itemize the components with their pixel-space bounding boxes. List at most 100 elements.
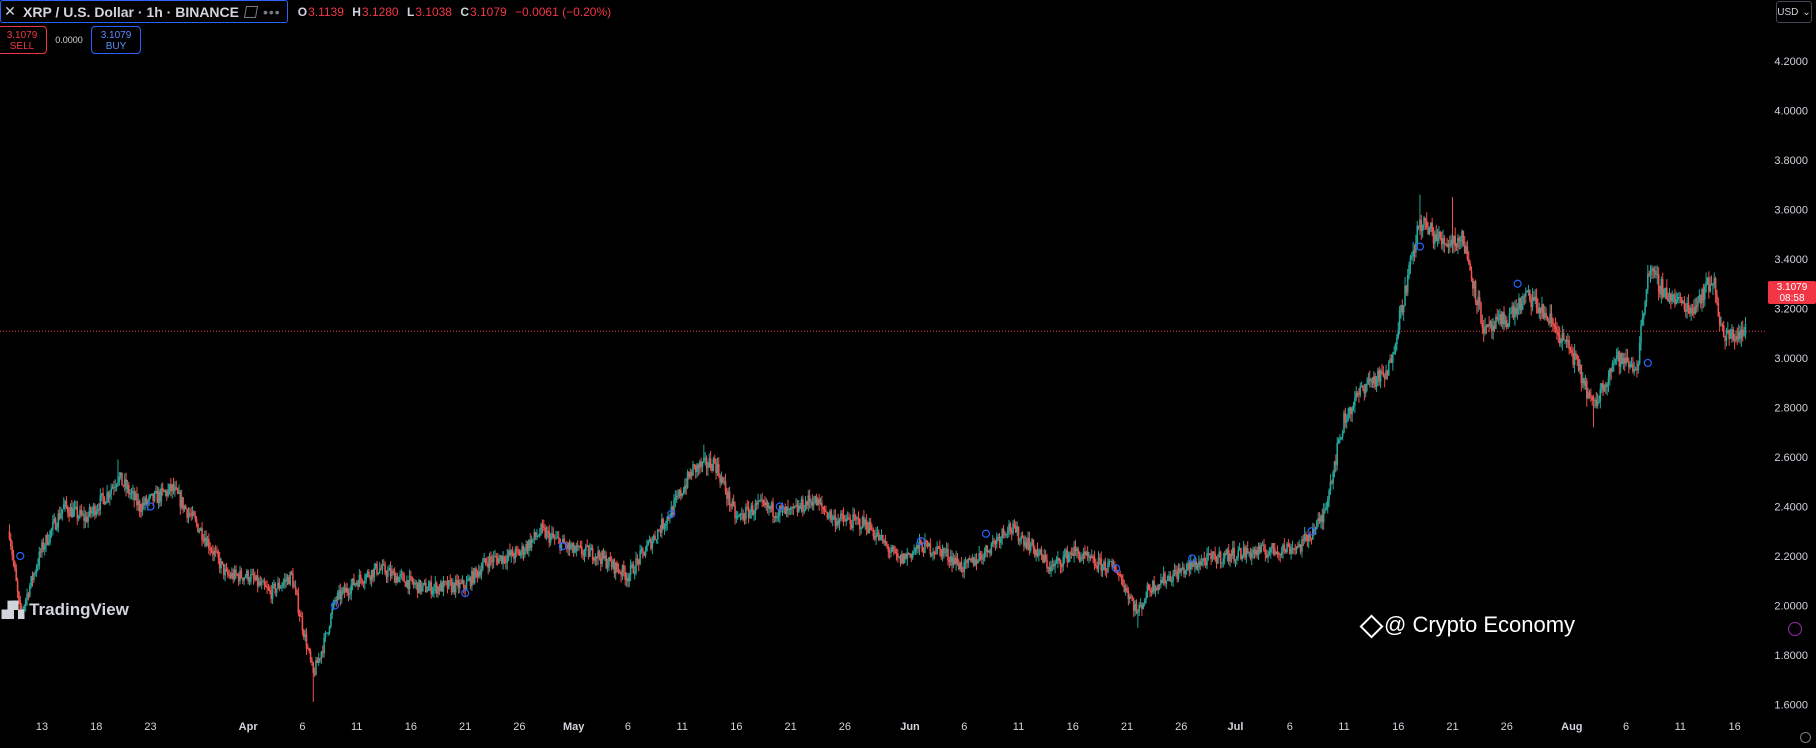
candle-body bbox=[109, 493, 111, 498]
candle-body bbox=[1476, 300, 1478, 306]
candle-body bbox=[940, 549, 942, 557]
tradingview-logo[interactable]: ▟▚ TradingView bbox=[2, 600, 129, 620]
candle-body bbox=[652, 535, 655, 542]
x-tick-label: 6 bbox=[961, 721, 967, 733]
more-options-icon[interactable]: ••• bbox=[263, 3, 281, 20]
candle-body bbox=[1063, 555, 1066, 557]
candle-body bbox=[998, 537, 1001, 543]
candle-body bbox=[890, 551, 892, 553]
candle-body bbox=[350, 585, 353, 594]
candle-body bbox=[490, 556, 492, 560]
candle-body bbox=[880, 535, 883, 537]
candle-body bbox=[1717, 302, 1720, 317]
candle-body bbox=[1461, 230, 1463, 241]
candle-body bbox=[1660, 279, 1663, 295]
candle-body bbox=[1322, 510, 1325, 523]
candle-body bbox=[304, 634, 306, 638]
candle-body bbox=[585, 545, 587, 551]
candle-body bbox=[1497, 319, 1500, 321]
candle-body bbox=[1387, 362, 1390, 376]
candle-body bbox=[1462, 230, 1465, 246]
candle-body bbox=[665, 523, 667, 526]
candle-body bbox=[856, 518, 858, 520]
candle-body bbox=[792, 506, 795, 508]
candle-body bbox=[604, 555, 606, 558]
candle-body bbox=[906, 553, 909, 559]
candle-body bbox=[745, 507, 747, 520]
candle-body bbox=[152, 493, 155, 501]
candle-body bbox=[163, 489, 165, 492]
candle-body bbox=[418, 580, 420, 594]
candle-body bbox=[1625, 357, 1627, 364]
candle-body bbox=[933, 551, 936, 553]
candle-body bbox=[102, 493, 104, 498]
candle-body bbox=[410, 575, 412, 577]
candle-body bbox=[1664, 287, 1667, 291]
candle-body bbox=[1061, 566, 1063, 568]
candle-body bbox=[309, 651, 312, 660]
candle-body bbox=[1351, 407, 1353, 415]
candle-body bbox=[510, 550, 513, 556]
candle-body bbox=[377, 572, 380, 574]
candle-body bbox=[296, 589, 298, 595]
candle-body bbox=[840, 513, 842, 520]
candle-body bbox=[1553, 324, 1556, 327]
sell-button[interactable]: 3.1079 SELL bbox=[0, 26, 47, 54]
candle-body bbox=[609, 557, 612, 562]
x-tick-label: 11 bbox=[1338, 721, 1349, 733]
candle-body bbox=[1453, 235, 1455, 244]
candle-body bbox=[175, 487, 178, 489]
candle-body bbox=[1657, 274, 1660, 292]
candle-body bbox=[1702, 289, 1705, 300]
candle-body bbox=[783, 507, 785, 509]
candle-body bbox=[1655, 270, 1657, 276]
candle-body bbox=[1153, 580, 1155, 592]
candle-body bbox=[1732, 329, 1735, 340]
buy-button[interactable]: 3.1079 BUY bbox=[91, 26, 141, 54]
candle-body bbox=[895, 553, 898, 555]
candle-body bbox=[1293, 548, 1295, 550]
candle-body bbox=[282, 582, 285, 586]
candle-body bbox=[613, 559, 616, 574]
candle-body bbox=[679, 490, 682, 497]
candle-body bbox=[1481, 322, 1484, 328]
gear-icon[interactable] bbox=[1800, 732, 1811, 743]
candle-body bbox=[1233, 547, 1235, 562]
symbol-selector[interactable]: ✕ XRP / U.S. Dollar · 1h · BINANCE ••• bbox=[0, 0, 288, 23]
candle-body bbox=[452, 582, 454, 592]
candle-body bbox=[34, 572, 37, 574]
candle-body bbox=[1001, 528, 1004, 538]
candle-body bbox=[1284, 550, 1287, 553]
candle-body bbox=[517, 549, 519, 552]
candle-body bbox=[370, 570, 373, 581]
candle-body bbox=[1282, 544, 1284, 553]
open-label: O bbox=[297, 4, 308, 19]
close-icon[interactable]: ✕ bbox=[4, 3, 16, 19]
candle-body bbox=[1436, 236, 1439, 242]
currency-selector[interactable]: USD ⌄ bbox=[1776, 1, 1812, 23]
candle-body bbox=[521, 546, 523, 553]
candle-body bbox=[155, 490, 157, 493]
candle-body bbox=[401, 573, 404, 575]
candle-body bbox=[1097, 557, 1100, 570]
candle-body bbox=[301, 616, 304, 631]
candle-body bbox=[361, 579, 363, 583]
candle-body bbox=[1516, 308, 1519, 315]
candle-body bbox=[1743, 334, 1745, 336]
candle-body bbox=[1048, 567, 1051, 572]
candle-body bbox=[69, 507, 72, 517]
candle-body bbox=[159, 491, 161, 502]
candle-body bbox=[225, 568, 228, 571]
candle-body bbox=[525, 543, 527, 552]
compare-icon[interactable] bbox=[243, 5, 259, 18]
candle-body bbox=[519, 552, 522, 556]
candle-body bbox=[178, 491, 180, 494]
candle-body bbox=[382, 564, 385, 566]
candle-body bbox=[307, 648, 309, 650]
candle-body bbox=[808, 495, 811, 502]
alert-icon[interactable] bbox=[1788, 622, 1802, 636]
candle-body bbox=[1172, 574, 1174, 582]
candle-body bbox=[974, 558, 976, 566]
candle-body bbox=[1248, 551, 1250, 553]
